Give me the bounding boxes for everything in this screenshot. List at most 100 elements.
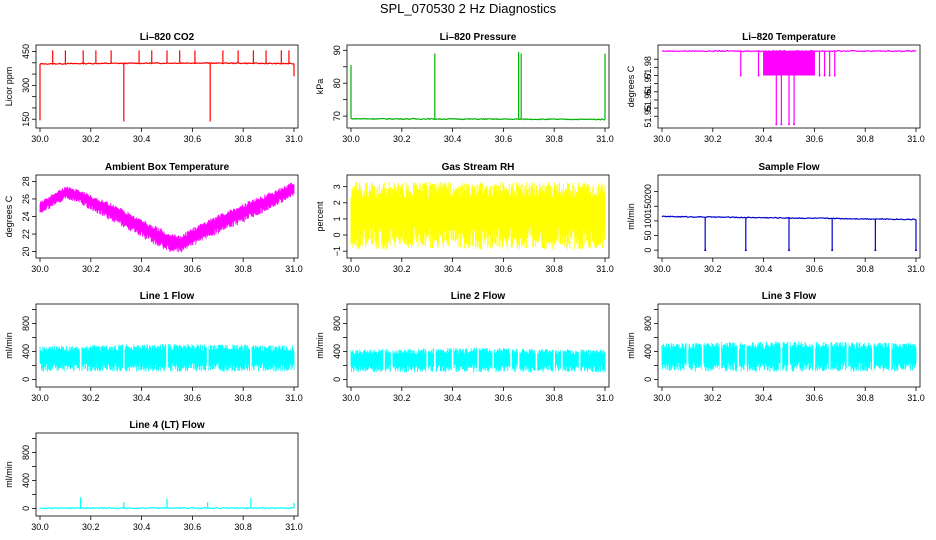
- plot-frame: [35, 303, 299, 388]
- y-axis-label: ml/min: [315, 332, 325, 359]
- x-tick-label: 30.2: [82, 264, 100, 274]
- x-tick-label: 30.2: [393, 393, 411, 403]
- series-point: [831, 249, 834, 252]
- plot-frame: [35, 174, 299, 259]
- y-tick-label: 200: [643, 184, 653, 199]
- x-tick-label: 31.0: [907, 134, 925, 144]
- plot-frame: [657, 174, 921, 259]
- series-3: [661, 49, 917, 126]
- x-tick-label: 31.0: [285, 522, 303, 532]
- x-tick-label: 30.6: [495, 134, 513, 144]
- series-line: [661, 215, 917, 221]
- plot-frame: [657, 44, 921, 129]
- y-tick-label: 50: [643, 231, 653, 241]
- x-tick-label: 30.4: [755, 134, 773, 144]
- x-tick-label: 30.2: [82, 134, 100, 144]
- x-tick-label: 30.4: [444, 264, 462, 274]
- series-point: [788, 249, 790, 252]
- chart-panel-2: Li–820 Pressure 30.0 30.2 30.4 30.6 30.8 31.0 7…: [315, 32, 614, 144]
- x-tick-label: 30.0: [653, 134, 671, 144]
- chart-panel-7: Line 1 Flow 30.0 30.2 30.4 30.6 30.8 31.0 0 400 8…: [4, 291, 303, 403]
- chart-panel-3: Li–820 Temperature 30.0 30.2 30.4 30.6 30.8 31…: [626, 32, 925, 144]
- series-band: [39, 182, 295, 253]
- x-tick-label: 30.6: [184, 522, 202, 532]
- y-axis-label: Licor ppm: [4, 67, 14, 107]
- x-tick-label: 30.8: [234, 522, 252, 532]
- series-point: [793, 123, 796, 126]
- x-tick-label: 30.4: [133, 134, 151, 144]
- x-tick-label: 30.8: [545, 134, 563, 144]
- series-point: [828, 74, 831, 77]
- x-tick-label: 30.6: [184, 264, 202, 274]
- y-tick-label: 0: [332, 377, 342, 382]
- x-tick-label: 30.0: [31, 134, 49, 144]
- x-tick-label: 30.4: [755, 393, 773, 403]
- series-point: [833, 74, 836, 77]
- y-tick-label: 800: [332, 316, 342, 331]
- y-axis-label: ml/min: [626, 332, 636, 359]
- series-line: [350, 117, 606, 121]
- y-tick-label: 2: [332, 200, 342, 205]
- x-tick-label: 30.0: [342, 134, 360, 144]
- y-tick-label: 90: [332, 45, 342, 55]
- y-tick-label: 20: [21, 247, 31, 257]
- y-tick-label: 800: [643, 316, 653, 331]
- x-tick-label: 30.8: [234, 134, 252, 144]
- x-tick-label: 30.2: [704, 393, 722, 403]
- plot-frame: [346, 174, 610, 259]
- series-10: [39, 497, 295, 510]
- series-point: [739, 74, 742, 77]
- y-tick-label: 150: [21, 112, 31, 127]
- y-tick-label: 1: [332, 216, 342, 221]
- x-tick-label: 31.0: [285, 393, 303, 403]
- chart-panel-1: Li–820 CO2 30.0 30.2 30.4 30.6 30.8 31.0 150 300…: [4, 32, 303, 144]
- x-tick-label: 30.4: [133, 264, 151, 274]
- x-tick-label: 31.0: [596, 264, 614, 274]
- series-point: [775, 123, 778, 126]
- x-tick-label: 30.6: [806, 264, 824, 274]
- x-tick-label: 30.0: [653, 264, 671, 274]
- x-tick-label: 30.4: [133, 522, 151, 532]
- page-title: SPL_070530 2 Hz Diagnostics: [379, 1, 557, 16]
- chart-panel-8: Line 2 Flow 30.0 30.2 30.4 30.6 30.8 31.0 0 400 8…: [315, 291, 614, 403]
- series-point: [744, 249, 747, 252]
- x-tick-label: 30.2: [82, 393, 100, 403]
- chart-title: Li–820 Pressure: [440, 32, 517, 43]
- y-tick-label: 51.97: [643, 72, 653, 95]
- x-tick-label: 30.6: [806, 134, 824, 144]
- x-tick-label: 31.0: [596, 393, 614, 403]
- x-tick-label: 31.0: [285, 264, 303, 274]
- y-tick-label: 100: [643, 213, 653, 228]
- chart-title: Gas Stream RH: [442, 162, 515, 173]
- y-tick-label: 26: [21, 194, 31, 204]
- series-point: [788, 123, 790, 126]
- y-tick-label: 3: [332, 184, 342, 189]
- y-tick-label: 0: [21, 377, 31, 382]
- series-8: [350, 347, 606, 373]
- series-9: [661, 341, 917, 372]
- x-tick-label: 30.8: [856, 264, 874, 274]
- y-tick-label: 450: [21, 44, 31, 59]
- x-tick-label: 30.2: [393, 264, 411, 274]
- plot-frame: [346, 44, 610, 129]
- x-tick-label: 30.8: [234, 393, 252, 403]
- chart-title: Line 4 (LT) Flow: [129, 420, 205, 431]
- chart-title: Line 3 Flow: [762, 291, 817, 302]
- chart-panel-4: Ambient Box Temperature 30.0 30.2 30.4 30.6 3…: [4, 162, 303, 274]
- y-tick-label: 51.96: [643, 89, 653, 112]
- x-tick-label: 30.6: [184, 393, 202, 403]
- y-tick-label: 400: [643, 344, 653, 359]
- x-tick-label: 31.0: [596, 134, 614, 144]
- y-tick-label: 0: [643, 248, 653, 253]
- y-tick-label: 400: [21, 473, 31, 488]
- y-axis-label: degrees C: [626, 65, 636, 107]
- x-tick-label: 30.2: [704, 134, 722, 144]
- y-tick-label: 400: [21, 344, 31, 359]
- y-tick-label: 24: [21, 211, 31, 221]
- x-tick-label: 30.0: [31, 393, 49, 403]
- x-tick-label: 30.8: [856, 393, 874, 403]
- x-tick-label: 30.4: [444, 393, 462, 403]
- x-tick-label: 31.0: [907, 264, 925, 274]
- y-tick-label: 0: [21, 506, 31, 511]
